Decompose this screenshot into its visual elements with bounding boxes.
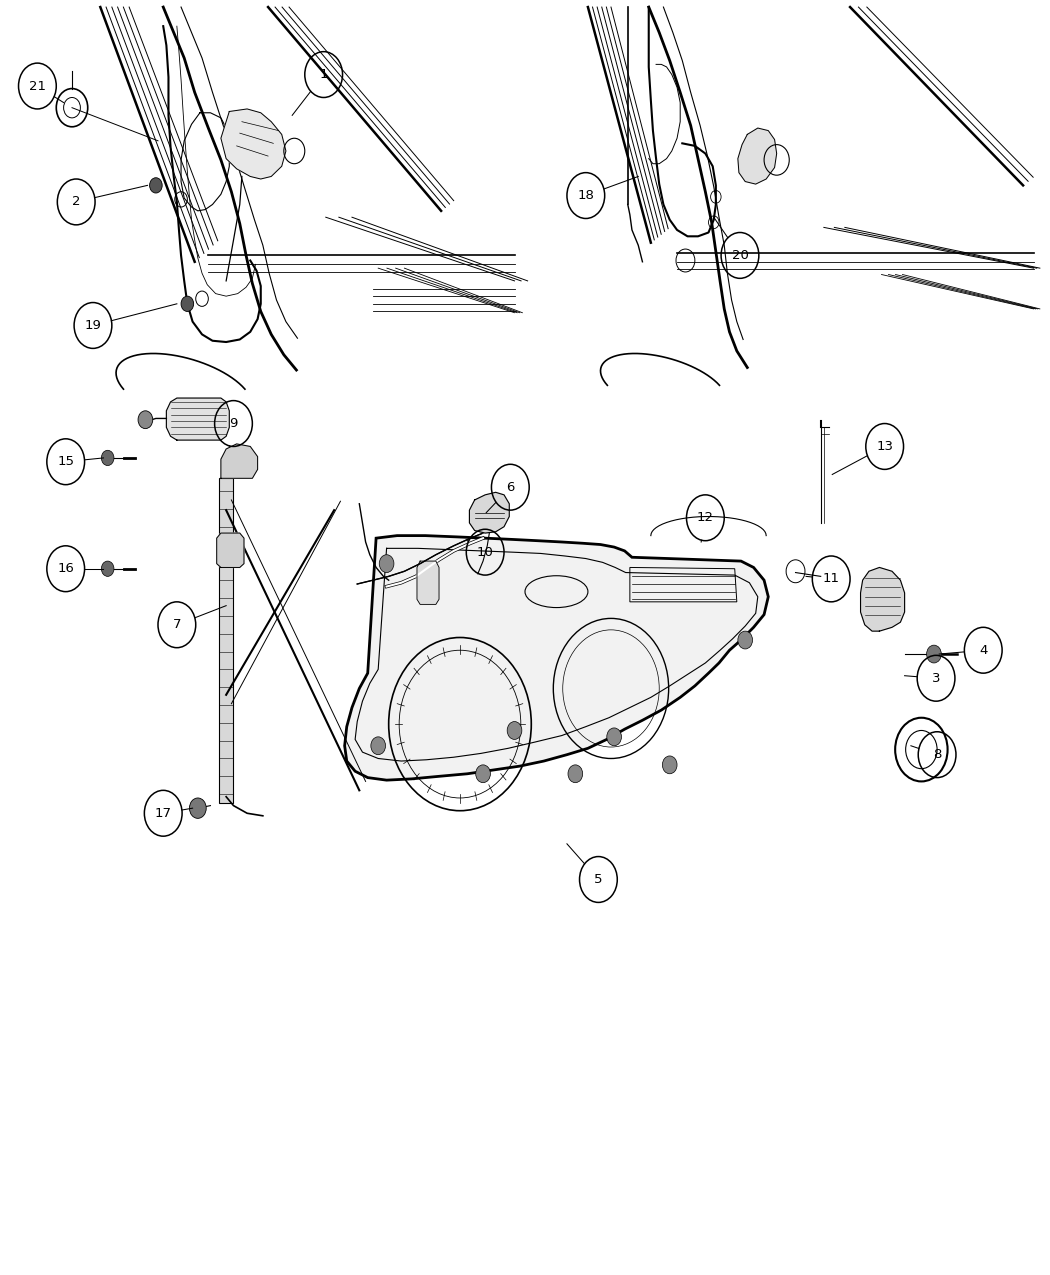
Text: 9: 9	[229, 417, 237, 430]
Text: 6: 6	[506, 481, 514, 493]
Circle shape	[149, 177, 162, 193]
Text: 15: 15	[57, 455, 75, 468]
Circle shape	[607, 728, 622, 746]
Text: 5: 5	[594, 873, 603, 886]
Circle shape	[379, 555, 394, 572]
Text: 18: 18	[578, 189, 594, 201]
Text: 12: 12	[697, 511, 714, 524]
Text: 10: 10	[477, 546, 493, 558]
Text: 11: 11	[823, 572, 840, 585]
Text: 16: 16	[58, 562, 75, 575]
Text: 8: 8	[932, 748, 941, 761]
Circle shape	[663, 756, 677, 774]
Polygon shape	[861, 567, 905, 631]
Text: 13: 13	[876, 440, 894, 453]
Text: 19: 19	[85, 319, 102, 332]
Polygon shape	[218, 478, 233, 803]
Polygon shape	[344, 536, 769, 780]
Text: 3: 3	[931, 672, 941, 685]
Text: 4: 4	[979, 644, 987, 657]
Circle shape	[926, 645, 941, 663]
Circle shape	[507, 722, 522, 740]
Polygon shape	[216, 533, 244, 567]
Circle shape	[102, 450, 114, 465]
Circle shape	[102, 561, 114, 576]
Polygon shape	[220, 108, 286, 179]
Circle shape	[476, 765, 490, 783]
Polygon shape	[417, 561, 439, 604]
Circle shape	[138, 411, 152, 428]
Circle shape	[568, 765, 583, 783]
Polygon shape	[738, 128, 777, 184]
Text: 21: 21	[29, 79, 46, 93]
Text: 1: 1	[319, 68, 328, 82]
Circle shape	[371, 737, 385, 755]
Polygon shape	[220, 444, 257, 478]
Polygon shape	[469, 492, 509, 533]
Polygon shape	[166, 398, 229, 440]
Text: 2: 2	[72, 195, 81, 208]
Text: 17: 17	[154, 807, 172, 820]
Circle shape	[738, 631, 753, 649]
Text: 7: 7	[172, 618, 181, 631]
Text: 20: 20	[732, 249, 749, 261]
Circle shape	[189, 798, 206, 819]
Circle shape	[181, 296, 193, 311]
